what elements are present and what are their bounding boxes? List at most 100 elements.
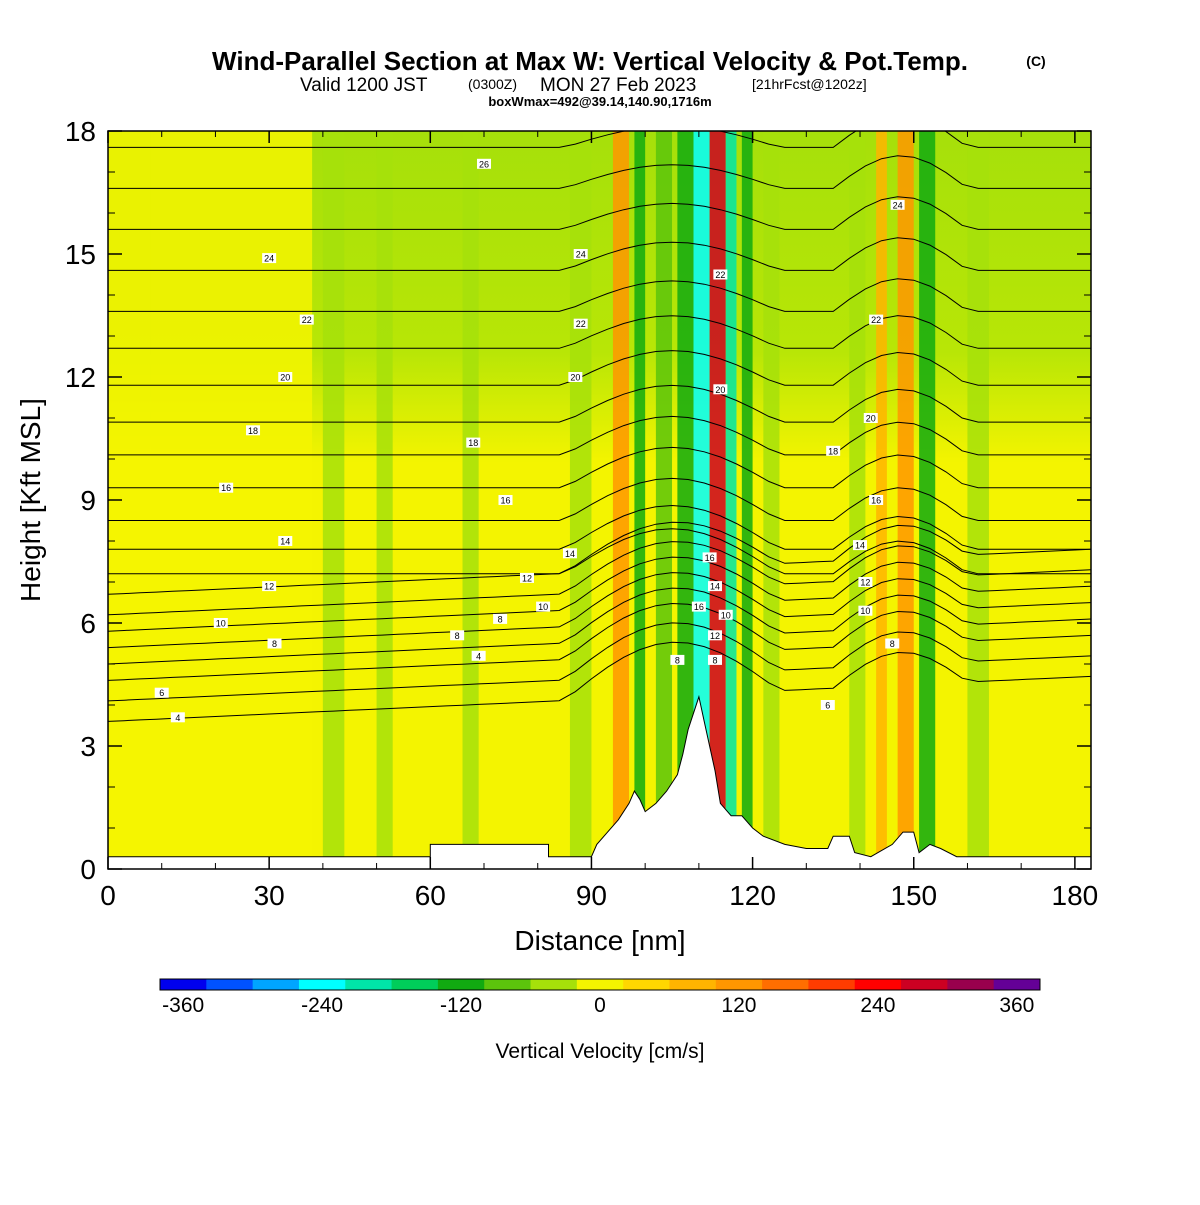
- svg-text:10: 10: [721, 610, 731, 620]
- theta-label-33: 8: [450, 630, 465, 641]
- svg-text:22: 22: [576, 319, 586, 329]
- svg-text:16: 16: [500, 496, 510, 506]
- svg-text:16: 16: [694, 602, 704, 612]
- velocity-band-12: [725, 131, 737, 869]
- copyright-mark: (C): [1026, 53, 1045, 69]
- theta-label-4: 22: [299, 314, 314, 325]
- y-tick-label-4: 12: [65, 362, 96, 393]
- theta-label-41: 4: [471, 650, 486, 661]
- theta-label-18: 14: [278, 536, 293, 547]
- theta-label-7: 22: [869, 314, 884, 325]
- colorbar-swatch-2: [252, 979, 300, 990]
- theta-label-8: 20: [278, 372, 293, 383]
- theta-label-26: 10: [213, 618, 228, 629]
- svg-text:20: 20: [570, 373, 580, 383]
- y-tick-label-6: 18: [65, 116, 96, 147]
- svg-text:26: 26: [479, 159, 489, 169]
- theta-label-17: 16: [869, 495, 884, 506]
- velocity-band-3: [376, 131, 393, 869]
- box-info: boxWmax=492@39.14,140.90,1716m: [488, 94, 711, 109]
- y-tick-label-3: 9: [80, 485, 96, 516]
- theta-label-9: 20: [568, 372, 583, 383]
- theta-contour-6: [108, 541, 1091, 616]
- y-axis-label: Height [Kft MSL]: [15, 398, 46, 602]
- svg-text:24: 24: [264, 254, 274, 264]
- velocity-band-17: [897, 131, 914, 869]
- theta-label-11: 20: [863, 413, 878, 424]
- y-axis: 0 3 6 9 12 15 18: [65, 116, 1091, 885]
- svg-text:24: 24: [576, 250, 586, 260]
- colorbar-tick-label-6: 360: [999, 994, 1034, 1017]
- svg-text:14: 14: [280, 537, 290, 547]
- chart-title: Wind-Parallel Section at Max W: Vertical…: [212, 46, 968, 76]
- svg-text:6: 6: [825, 701, 830, 711]
- colorbar-tick-label-2: -120: [440, 994, 482, 1017]
- theta-label-28: 10: [858, 605, 873, 616]
- svg-text:20: 20: [715, 385, 725, 395]
- theta-contour-10: [108, 477, 1091, 521]
- velocity-band-10: [693, 131, 710, 869]
- theta-label-22: 12: [262, 581, 277, 592]
- theta-label-35: 8: [885, 638, 900, 649]
- theta-label-24: 12: [858, 577, 873, 588]
- colorbar-swatch-14: [808, 979, 856, 990]
- colorbar-swatch-16: [901, 979, 948, 990]
- colorbar-swatch-5: [391, 979, 439, 990]
- theta-label-6: 22: [713, 269, 728, 280]
- colorbar-swatch-9: [576, 979, 624, 990]
- svg-text:8: 8: [712, 655, 717, 665]
- theta-label-30: 16: [691, 601, 706, 612]
- colorbar-tick-label-4: 120: [721, 994, 756, 1017]
- colorbar-label: Vertical Velocity [cm/s]: [496, 1040, 705, 1063]
- theta-contour-0: [108, 641, 1091, 722]
- theta-contour-14: [108, 350, 1091, 386]
- svg-text:20: 20: [866, 414, 876, 424]
- colorbar-swatch-7: [484, 979, 532, 990]
- x-axis: 0 30 60 90 120 150 180: [100, 131, 1098, 911]
- x-tick-label-2: 60: [415, 880, 446, 911]
- velocity-band-8: [655, 131, 673, 869]
- theta-label-36: 8: [670, 654, 685, 665]
- theta-contour-8: [108, 528, 1091, 575]
- valid-date: MON 27 Feb 2023: [540, 75, 696, 96]
- theta-label-1: 24: [262, 253, 277, 264]
- svg-text:20: 20: [280, 373, 290, 383]
- colorbar-swatch-4: [345, 979, 393, 990]
- velocity-band-1: [150, 131, 313, 869]
- velocity-band-18: [919, 131, 936, 869]
- theta-label-19: 14: [562, 548, 577, 559]
- theta-label-14: 18: [826, 445, 841, 456]
- svg-text:18: 18: [468, 438, 478, 448]
- colorbar-swatch-11: [669, 979, 717, 990]
- velocity-band-13: [741, 131, 753, 869]
- svg-text:8: 8: [272, 639, 277, 649]
- theta-label-3: 24: [890, 199, 905, 210]
- colorbar-frame: [159, 978, 1041, 991]
- theta-label-15: 16: [219, 482, 234, 493]
- svg-text:16: 16: [705, 553, 715, 563]
- x-tick-label-6: 180: [1052, 880, 1099, 911]
- velocity-band-11: [709, 131, 726, 869]
- svg-text:18: 18: [248, 426, 258, 436]
- theta-contour-9: [108, 504, 1091, 550]
- theta-label-37: 8: [707, 654, 722, 665]
- theta-label-23: 12: [519, 572, 534, 583]
- y-tick-label-1: 3: [80, 731, 96, 762]
- colorbar-swatch-10: [623, 979, 670, 990]
- theta-contour-15: [108, 315, 1091, 349]
- velocity-band-15: [849, 131, 866, 869]
- velocity-band-9: [677, 131, 694, 869]
- x-tick-label-5: 150: [890, 880, 937, 911]
- x-axis-label: Distance [nm]: [514, 925, 685, 956]
- x-tick-label-1: 30: [254, 880, 285, 911]
- colorbar-swatch-15: [854, 979, 902, 990]
- svg-text:22: 22: [715, 270, 725, 280]
- theta-label-13: 18: [466, 437, 481, 448]
- colorbar-ticks: -360 -240 -120 0 120 240 360: [162, 994, 1034, 1017]
- velocity-band-19: [967, 131, 989, 869]
- colorbar-swatch-0: [160, 979, 207, 990]
- colorbar-tick-label-3: 0: [594, 994, 606, 1017]
- theta-contour-5: [108, 556, 1091, 632]
- velocity-band-4: [462, 131, 479, 869]
